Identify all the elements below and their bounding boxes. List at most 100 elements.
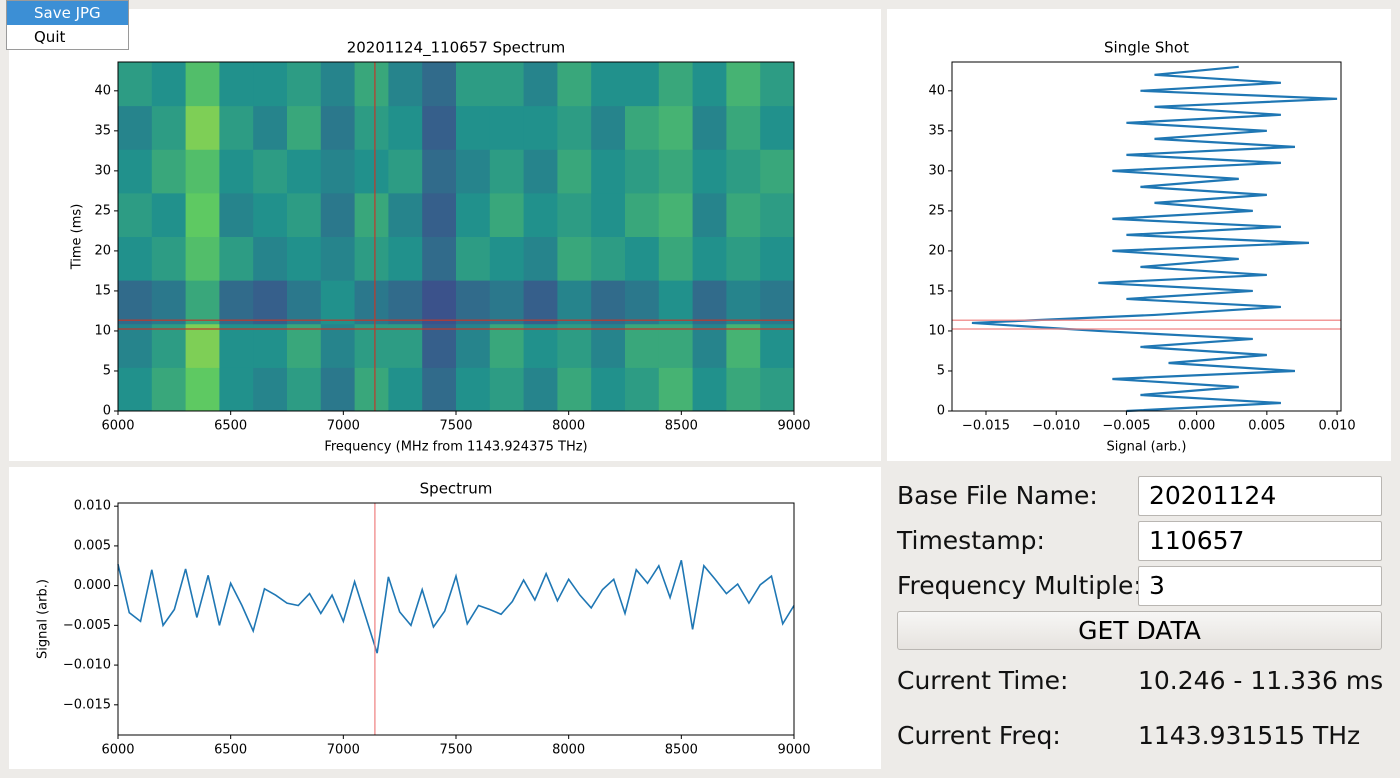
heatmap-cell xyxy=(726,62,761,107)
heatmap-cell xyxy=(692,236,727,281)
heatmap-cell xyxy=(726,236,761,281)
heatmap-cell xyxy=(422,192,457,237)
heatmap-cell xyxy=(219,192,254,237)
x-tick-label: 9000 xyxy=(777,419,810,434)
heatmap-cell xyxy=(422,105,457,150)
y-tick-label: 10 xyxy=(94,323,111,338)
heatmap-cell xyxy=(151,105,187,150)
heatmap-cell xyxy=(388,192,423,237)
heatmap-cell xyxy=(253,149,288,194)
heatmap-cell xyxy=(354,367,389,412)
status-label: Current Time: xyxy=(897,666,1069,695)
heatmap-cell xyxy=(726,367,761,412)
heatmap-cell xyxy=(625,367,660,412)
heatmap-cell xyxy=(320,236,356,281)
x-tick-label: 8500 xyxy=(665,743,698,758)
heatmap-cell xyxy=(692,367,727,412)
heatmap-cell xyxy=(185,323,220,368)
heatmap-cell xyxy=(219,236,254,281)
heatmap-cell xyxy=(489,323,525,368)
heatmap-cell xyxy=(625,149,660,194)
status-value: 1143.931515 THz xyxy=(1138,721,1361,750)
heatmap-cell xyxy=(118,149,153,194)
heatmap-cell xyxy=(422,62,457,107)
heatmap-cell xyxy=(523,236,558,281)
plot-frame xyxy=(117,502,795,736)
x-tick-label: 6500 xyxy=(214,419,247,434)
heatmap-cell xyxy=(557,105,592,150)
heatmap-cell xyxy=(320,367,356,412)
heatmap-cell xyxy=(287,62,322,107)
heatmap-cell xyxy=(388,105,423,150)
heatmap-cell xyxy=(658,236,694,281)
x-tick-label: 6000 xyxy=(101,419,134,434)
chart-title: Spectrum xyxy=(420,480,493,498)
field-label: Frequency Multiple: xyxy=(897,571,1142,600)
heatmap-cell xyxy=(523,367,558,412)
y-tick-label: −0.010 xyxy=(63,658,111,673)
heatmap-cell xyxy=(591,62,626,107)
heatmap-cell xyxy=(523,149,558,194)
heatmap-cell xyxy=(219,105,254,150)
x-tick-label: 7500 xyxy=(439,743,472,758)
heatmap-cell xyxy=(557,192,592,237)
heatmap-cell xyxy=(253,236,288,281)
heatmap-cell xyxy=(354,192,389,237)
menu-item[interactable]: Quit xyxy=(34,28,66,46)
field-label: Base File Name: xyxy=(897,481,1098,510)
x-tick-label: −0.010 xyxy=(1032,419,1080,434)
heatmap-cell xyxy=(591,192,626,237)
heatmap-cell xyxy=(692,192,727,237)
x-tick-label: 6500 xyxy=(214,743,247,758)
heatmap-cell xyxy=(760,323,795,368)
text-input[interactable]: 110657 xyxy=(1138,521,1382,561)
x-tick-label: 8000 xyxy=(552,743,585,758)
heatmap-cell xyxy=(287,105,322,150)
y-tick-label: 0.005 xyxy=(74,538,111,553)
heatmap-cell xyxy=(456,105,491,150)
heatmap-cell xyxy=(185,105,220,150)
x-tick-label: 9000 xyxy=(777,743,810,758)
heatmap-cell xyxy=(658,192,694,237)
text-input[interactable]: 3 xyxy=(1138,566,1382,606)
heatmap-cell xyxy=(151,149,187,194)
heatmap-cell xyxy=(658,149,694,194)
heatmap-cell xyxy=(726,280,761,325)
heatmap-cell xyxy=(760,367,795,412)
heatmap-cell xyxy=(287,149,322,194)
heatmap-cell xyxy=(456,192,491,237)
y-tick-label: 5 xyxy=(937,363,945,378)
menu-item[interactable]: Save JPG xyxy=(7,1,128,25)
heatmap-cell xyxy=(287,367,322,412)
heatmap-cell xyxy=(320,192,356,237)
heatmap-cell xyxy=(557,62,592,107)
heatmap-cell xyxy=(523,323,558,368)
heatmap-cell xyxy=(354,105,389,150)
heatmap-cell xyxy=(489,149,525,194)
y-axis-label: Time (ms) xyxy=(70,204,85,271)
get-data-button[interactable]: GET DATA xyxy=(897,611,1382,650)
x-tick-label: −0.015 xyxy=(962,419,1010,434)
heatmap-cell xyxy=(388,149,423,194)
heatmap-cell xyxy=(185,236,220,281)
x-tick-label: 7000 xyxy=(327,419,360,434)
text-input[interactable]: 20201124 xyxy=(1138,476,1382,516)
heatmap-cell xyxy=(557,236,592,281)
heatmap-cell xyxy=(422,323,457,368)
heatmap-cell xyxy=(253,280,288,325)
y-tick-label: 40 xyxy=(94,83,111,98)
heatmap-cell xyxy=(185,192,220,237)
heatmap-cell xyxy=(456,236,491,281)
heatmap-cell xyxy=(422,367,457,412)
chart-title: Single Shot xyxy=(1104,39,1189,57)
heatmap-cell xyxy=(287,323,322,368)
x-tick-label: 6000 xyxy=(101,743,134,758)
x-axis-label: Frequency (MHz from 1143.924375 THz) xyxy=(324,440,587,455)
heatmap-cell xyxy=(118,192,153,237)
y-tick-label: 40 xyxy=(928,83,945,98)
heatmap-cell xyxy=(388,62,423,107)
x-tick-label: 0.005 xyxy=(1248,419,1285,434)
x-axis-label: Signal (arb.) xyxy=(1107,440,1187,455)
heatmap-cell xyxy=(456,149,491,194)
